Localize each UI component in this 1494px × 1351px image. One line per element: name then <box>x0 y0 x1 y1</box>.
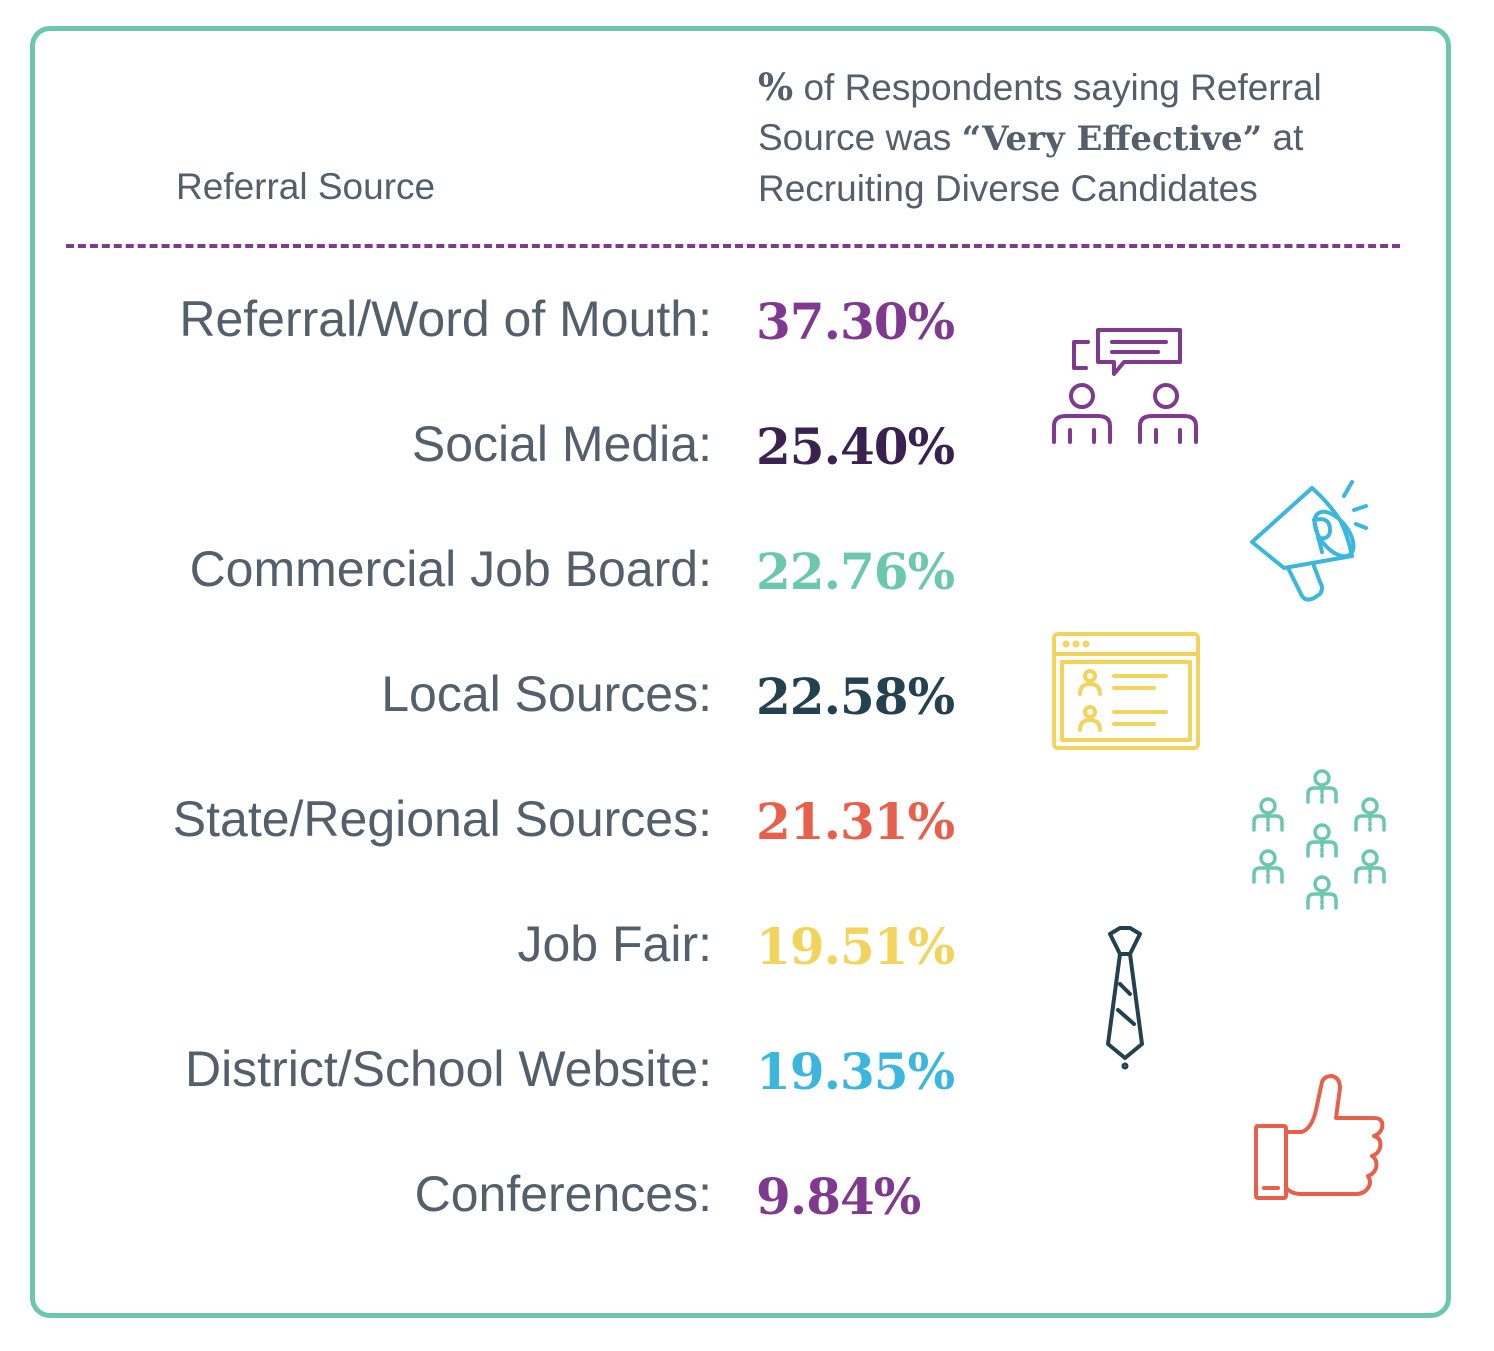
percent-sign: % <box>758 65 794 109</box>
row-label: Commercial Job Board: <box>189 541 712 597</box>
necktie-icon <box>1106 926 1144 1070</box>
candidate-list-window-icon <box>1052 632 1200 750</box>
dashed-divider <box>66 244 1400 248</box>
row-value: 21.31% <box>756 792 955 851</box>
column-header-referral-source: Referral Source <box>176 166 436 207</box>
header-line2-pre: Source was <box>758 117 962 158</box>
row-value: 22.58% <box>756 667 955 726</box>
crowd-people-icon <box>1252 769 1386 910</box>
row-value: 19.51% <box>756 917 955 976</box>
megaphone-icon <box>1250 480 1368 602</box>
row-label: Social Media: <box>411 416 712 472</box>
row-label: Local Sources: <box>381 666 712 722</box>
infographic-frame <box>30 26 1451 1318</box>
header-line3-text: Recruiting Diverse Candidates <box>758 168 1258 209</box>
thumbs-up-icon <box>1254 1074 1385 1200</box>
row-label: Job Fair: <box>517 916 712 972</box>
row-label: State/Regional Sources: <box>172 791 712 847</box>
column-header-percent-respondents: % of Respondents saying Referral Source … <box>758 62 1398 214</box>
row-value: 19.35% <box>756 1042 955 1101</box>
header-line1-text: of Respondents saying Referral <box>793 67 1322 108</box>
row-value: 9.84% <box>756 1167 921 1226</box>
row-value: 25.40% <box>756 417 955 476</box>
row-value: 22.76% <box>756 542 955 601</box>
row-label: District/School Website: <box>184 1041 712 1097</box>
row-label: Conferences: <box>414 1166 712 1222</box>
header-emphasis-very-effective: “Very Effective” <box>961 119 1263 159</box>
row-label: Referral/Word of Mouth: <box>179 291 712 347</box>
row-value: 37.30% <box>756 292 955 351</box>
header-line2-post: at <box>1262 117 1304 158</box>
conversation-people-icon <box>1052 328 1198 444</box>
